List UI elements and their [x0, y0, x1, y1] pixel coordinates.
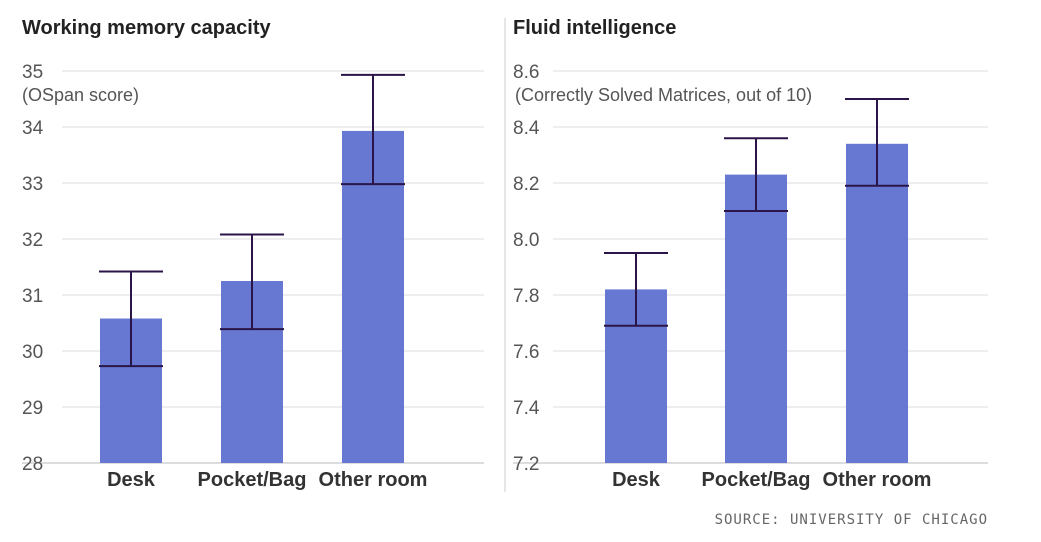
chart-title: Working memory capacity — [22, 17, 271, 39]
y-tick-label: 7.2 — [513, 454, 539, 475]
category-label: Other room — [319, 469, 428, 491]
bar — [846, 143, 908, 464]
y-tick-label: 29 — [22, 398, 43, 419]
y-tick-label: 7.8 — [513, 286, 539, 307]
category-label: Other room — [823, 469, 932, 491]
y-axis-label: (OSpan score) — [22, 85, 139, 105]
source-note: SOURCE: UNIVERSITY OF CHICAGO — [715, 512, 988, 528]
y-tick-label: 8.0 — [513, 230, 539, 251]
category-label: Desk — [107, 469, 156, 491]
bar — [342, 130, 404, 464]
y-tick-label: 8.2 — [513, 174, 539, 195]
category-label: Desk — [612, 469, 661, 491]
y-tick-label: 35 — [22, 62, 43, 83]
y-tick-label: 7.4 — [513, 398, 540, 419]
y-tick-label: 8.4 — [513, 118, 540, 139]
y-tick-label: 30 — [22, 342, 43, 363]
y-tick-label: 8.6 — [513, 62, 539, 83]
category-label: Pocket/Bag — [198, 469, 307, 491]
y-tick-label: 33 — [22, 174, 43, 195]
chart-title: Fluid intelligence — [513, 17, 676, 39]
y-tick-label: 32 — [22, 230, 43, 251]
y-tick-label: 31 — [22, 286, 43, 307]
y-tick-label: 34 — [22, 118, 44, 139]
y-axis-label: (Correctly Solved Matrices, out of 10) — [515, 85, 812, 105]
bar — [725, 174, 787, 463]
category-label: Pocket/Bag — [702, 469, 811, 491]
y-tick-label: 7.6 — [513, 342, 539, 363]
y-tick-label: 28 — [22, 454, 43, 475]
